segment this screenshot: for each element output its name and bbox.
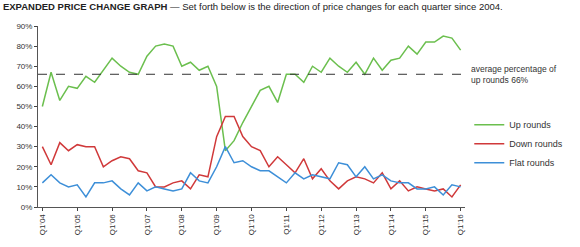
svg-text:40%: 40% [16,122,32,131]
svg-text:70%: 70% [16,62,32,71]
svg-text:EXPANDED PRICE CHANGE GRAPH —: EXPANDED PRICE CHANGE GRAPH — Set forth … [3,1,503,12]
svg-text:Down rounds: Down rounds [509,139,563,149]
svg-text:60%: 60% [16,82,32,91]
svg-text:Q1'14: Q1'14 [387,214,396,236]
svg-text:0%: 0% [21,203,33,212]
svg-text:90%: 90% [16,22,32,31]
svg-text:Q1'10: Q1'10 [247,214,256,236]
svg-text:Q1'13: Q1'13 [352,214,361,236]
svg-text:Q1'05: Q1'05 [73,214,82,236]
svg-text:80%: 80% [16,42,32,51]
svg-text:Q1'06: Q1'06 [108,214,117,236]
svg-text:average percentage ofup rounds: average percentage ofup rounds 66% [471,64,557,85]
svg-text:20%: 20% [16,163,32,172]
svg-text:Q1'15: Q1'15 [421,214,430,236]
svg-text:Q1'16: Q1'16 [456,214,465,236]
svg-text:Q1'08: Q1'08 [177,214,186,236]
svg-text:50%: 50% [16,102,32,111]
svg-text:Q1'09: Q1'09 [212,214,221,236]
svg-text:10%: 10% [16,183,32,192]
svg-text:Up rounds: Up rounds [509,120,551,130]
svg-text:Q1'12: Q1'12 [317,214,326,236]
svg-text:30%: 30% [16,142,32,151]
svg-text:Flat rounds: Flat rounds [509,158,555,168]
svg-text:Q1'07: Q1'07 [143,214,152,236]
svg-text:Q1'04: Q1'04 [38,214,47,236]
svg-text:Q1'11: Q1'11 [282,214,291,235]
